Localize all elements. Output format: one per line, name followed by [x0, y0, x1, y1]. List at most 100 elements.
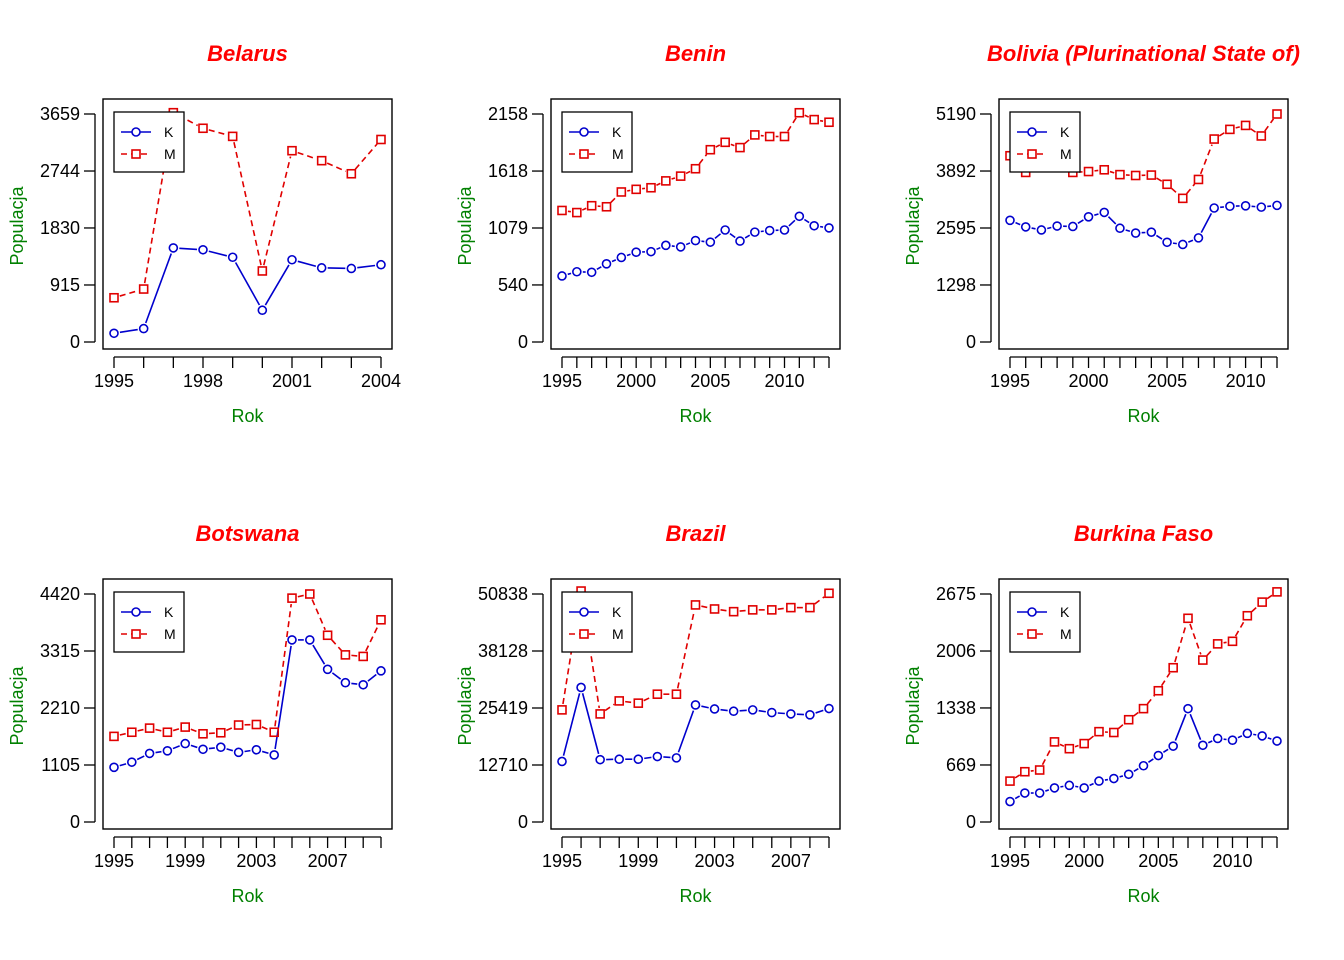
y-tick-label: 1079 — [488, 218, 528, 238]
series-K-point — [109, 762, 119, 773]
series-M-segment — [1251, 605, 1259, 613]
series-K-segment — [739, 709, 747, 712]
legend: KM — [1009, 111, 1081, 173]
series-M-segment — [274, 603, 293, 727]
legend-box — [1009, 591, 1081, 653]
series-M-point — [1242, 610, 1253, 621]
series-M-point — [1256, 131, 1267, 141]
series-M-point — [824, 117, 834, 128]
series-M-point — [1083, 166, 1094, 177]
series-M-point — [162, 727, 173, 738]
series-K-point — [572, 266, 582, 277]
series-M-segment — [297, 151, 317, 160]
series-M-segment — [1235, 126, 1240, 129]
x-tick-label: 1995 — [542, 851, 582, 871]
panel-5: Burkina Faso 1995 2000 2005 2010 0 669 1338 2006… — [903, 521, 1289, 906]
series-K-segment — [136, 755, 145, 761]
legend-marker-K — [579, 127, 589, 137]
series-M-point — [824, 588, 834, 599]
series-K-segment — [1200, 212, 1213, 233]
series-K-point — [728, 706, 739, 717]
series-K-segment — [261, 750, 269, 755]
series-M-segment — [701, 605, 709, 609]
chart-title: Botswana — [196, 521, 300, 546]
series-K-point — [227, 252, 238, 263]
legend-label-M: M — [612, 626, 624, 642]
series-K-segment — [244, 749, 251, 753]
series-M-segment — [1218, 131, 1226, 137]
x-axis-label: Rok — [679, 406, 712, 426]
series-M-segment — [326, 162, 347, 173]
series-K-point — [1242, 728, 1253, 739]
series-M-point — [805, 602, 815, 613]
series-K-segment — [1031, 227, 1036, 230]
series-K-segment — [1187, 239, 1194, 243]
series-K-segment — [777, 712, 785, 715]
series-K-segment — [312, 644, 326, 665]
series-K-point — [1079, 783, 1089, 793]
series-M-point — [794, 107, 805, 118]
series-K-point — [1034, 788, 1045, 798]
series-K-segment — [815, 709, 824, 714]
series-K-segment — [720, 708, 728, 712]
series-K-segment — [351, 682, 358, 685]
chart-title: Benin — [665, 41, 726, 66]
series-K-point — [690, 700, 701, 710]
series-K-segment — [581, 693, 600, 755]
series-M-segment — [1132, 711, 1140, 717]
series-M-segment — [311, 599, 326, 631]
x-axis-label: Rok — [1127, 886, 1160, 906]
series-M-point — [661, 176, 671, 186]
series-M-point — [1079, 738, 1089, 749]
series-K-point — [747, 705, 758, 715]
series-K-point — [1168, 741, 1178, 751]
series-K-point — [595, 754, 605, 765]
series-K-point — [1198, 740, 1208, 751]
series-M-point — [572, 207, 582, 218]
x-tick-label: 2007 — [771, 851, 811, 871]
series-K-segment — [1162, 748, 1169, 753]
plot-frame — [102, 578, 393, 830]
series-M-point — [322, 630, 333, 641]
series-K-point — [287, 635, 297, 645]
series-M-point — [779, 131, 790, 142]
series-K-point — [614, 754, 625, 765]
y-tick-label: 669 — [946, 755, 976, 775]
series-K-point — [786, 709, 796, 719]
legend-marker-K — [579, 607, 589, 617]
series-M-point — [1123, 714, 1134, 725]
series-K-segment — [626, 253, 631, 257]
series-K-point — [1256, 202, 1267, 212]
y-tick-label: 915 — [50, 275, 80, 295]
series-K-point — [322, 664, 333, 675]
series-M-point — [614, 696, 625, 706]
series-M-point — [1153, 685, 1164, 696]
series-M-point — [316, 155, 327, 166]
y-tick-label: 2006 — [936, 641, 976, 661]
chart-title: Brazil — [666, 521, 727, 546]
series-M-segment — [190, 728, 198, 733]
series-K-point — [1212, 733, 1223, 744]
plot-area — [109, 589, 386, 773]
series-M-point — [1225, 124, 1235, 135]
plot-area — [1005, 587, 1282, 807]
series-M-point — [809, 114, 819, 125]
series-M-segment — [119, 289, 139, 297]
series-K-segment — [1014, 795, 1021, 800]
series-M-point — [747, 605, 758, 615]
series-K-point — [1049, 783, 1060, 793]
series-M-point — [1257, 597, 1267, 607]
series-K-segment — [208, 747, 215, 750]
series-M-point — [138, 284, 149, 294]
series-K-segment — [144, 253, 173, 324]
series-K-point — [316, 263, 327, 273]
series-M-point — [705, 144, 716, 155]
series-K-segment — [1045, 789, 1050, 792]
series-K-segment — [729, 232, 736, 239]
series-M-point — [766, 605, 777, 615]
series-M-segment — [1170, 187, 1179, 195]
series-K-point — [1123, 769, 1134, 780]
series-K-point — [216, 742, 226, 753]
legend-marker-M — [131, 629, 141, 639]
series-K-segment — [1267, 737, 1272, 740]
